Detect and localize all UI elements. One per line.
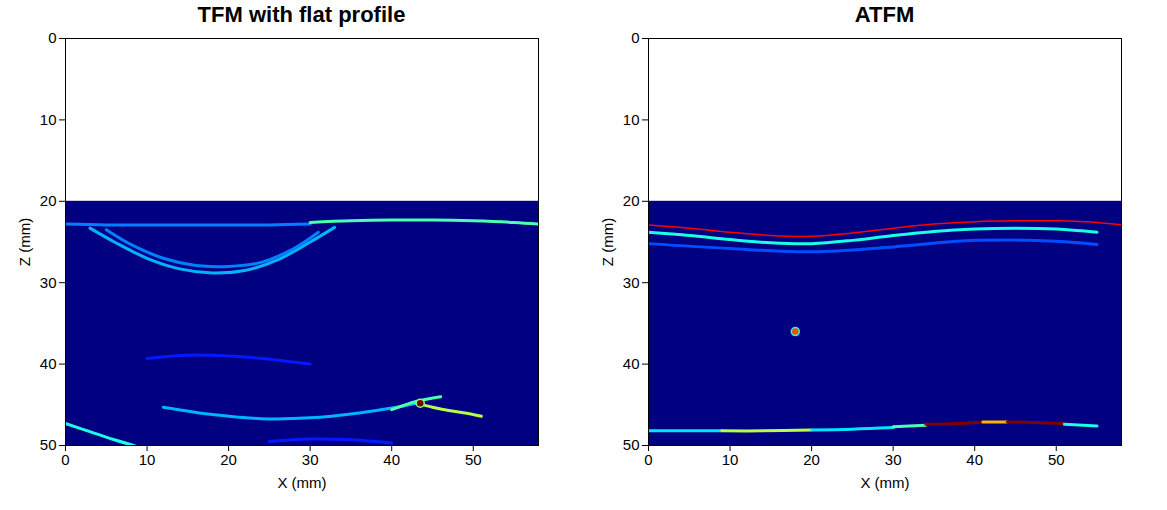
svg-text:10: 10 xyxy=(139,451,156,468)
svg-text:40: 40 xyxy=(383,451,400,468)
svg-text:20: 20 xyxy=(220,451,237,468)
svg-text:40: 40 xyxy=(40,355,57,372)
svg-text:20: 20 xyxy=(40,192,57,209)
svg-text:30: 30 xyxy=(302,451,319,468)
svg-text:Z (mm): Z (mm) xyxy=(599,218,616,266)
svg-text:10: 10 xyxy=(623,111,640,128)
svg-text:50: 50 xyxy=(465,451,482,468)
svg-text:40: 40 xyxy=(623,355,640,372)
html-text:TFM with flat profile: TFM with flat profile xyxy=(197,2,406,27)
svg-text:0: 0 xyxy=(644,451,652,468)
svg-text:30: 30 xyxy=(623,274,640,291)
svg-text:X (mm): X (mm) xyxy=(860,474,909,491)
svg-text:Z (mm): Z (mm) xyxy=(16,218,33,266)
svg-text:30: 30 xyxy=(885,451,902,468)
svg-text:50: 50 xyxy=(623,436,640,453)
svg-text:20: 20 xyxy=(803,451,820,468)
svg-text:50: 50 xyxy=(1048,451,1065,468)
svg-text:10: 10 xyxy=(40,111,57,128)
svg-text:0: 0 xyxy=(48,30,56,46)
html-text:ATFM: ATFM xyxy=(854,2,915,27)
svg-text:X (mm): X (mm) xyxy=(277,474,326,491)
svg-text:40: 40 xyxy=(966,451,983,468)
svg-text:20: 20 xyxy=(623,192,640,209)
svg-text:10: 10 xyxy=(722,451,739,468)
svg-text:0: 0 xyxy=(61,451,69,468)
svg-text:30: 30 xyxy=(40,274,57,291)
svg-text:50: 50 xyxy=(40,436,57,453)
svg-text:0: 0 xyxy=(631,30,639,46)
